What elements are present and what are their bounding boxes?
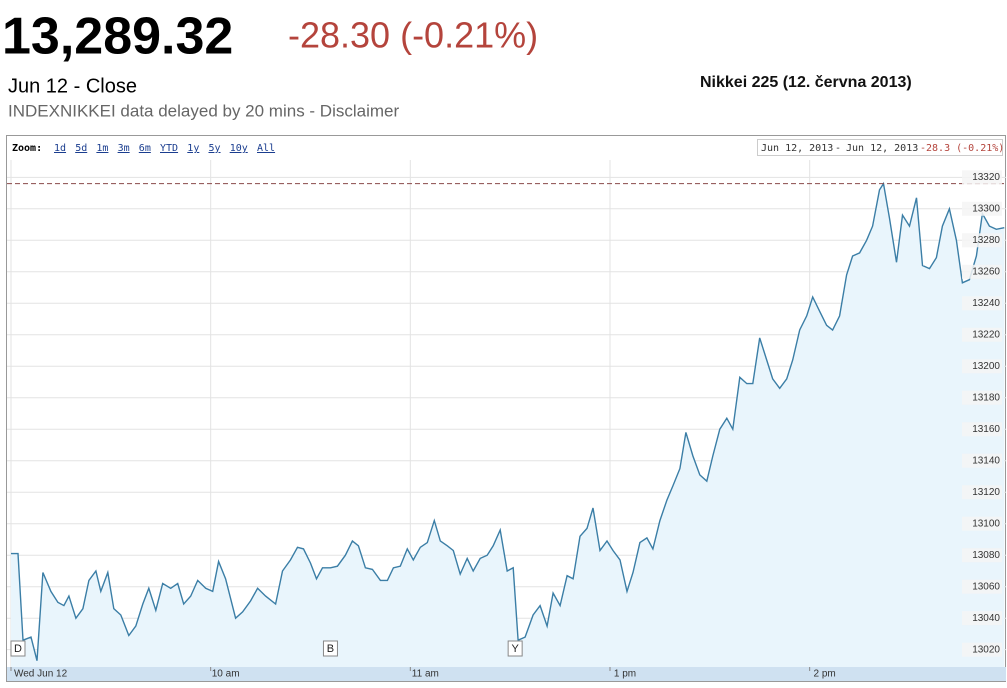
y-tick-bg (962, 516, 1002, 531)
y-tick-bg (962, 201, 1002, 216)
y-tick-bg (962, 327, 1002, 342)
change: -28.30 (-0.21%) (288, 15, 538, 56)
y-tick-label: 13200 (972, 361, 1000, 372)
y-tick-bg (962, 579, 1002, 594)
y-tick-label: 13280 (972, 235, 1000, 246)
x-tick-label: 2 pm (814, 669, 836, 680)
y-tick-label: 13300 (972, 203, 1000, 214)
x-tick-label: Wed Jun 12 (14, 669, 68, 680)
flag-label: D (14, 643, 22, 655)
zoom-links: 1d 5d 1m 3m 6m YTD 1y 5y 10y All (54, 143, 275, 154)
y-tick-label: 13180 (972, 392, 1000, 403)
y-tick-bg (962, 453, 1002, 468)
zoom-link[interactable]: 3m (118, 143, 130, 154)
zoom-link[interactable]: 1d (54, 143, 66, 154)
y-tick-bg (962, 296, 1002, 311)
flag[interactable] (507, 640, 523, 657)
plot: 13020 13040 13060 13080 13100 13120 13140 13160… (7, 160, 1006, 681)
y-tick-bg (962, 170, 1002, 185)
y-tick-bg (962, 548, 1002, 563)
y-tick-label: 13140 (972, 455, 1000, 466)
caption: Nikkei 225 (12. června 2013) (700, 74, 912, 91)
y-tick-label: 13260 (972, 266, 1000, 277)
x-axis-band (7, 667, 1006, 681)
zoom-link[interactable]: 6m (139, 143, 151, 154)
y-tick-label: 13080 (972, 550, 1000, 561)
delay-note: INDEXNIKKEI data delayed by 20 mins - Di… (8, 101, 399, 120)
y-tick-label: 13220 (972, 329, 1000, 340)
y-tick-bg (962, 611, 1002, 626)
price: 13,289.32 (2, 8, 233, 66)
flag-label: B (327, 643, 334, 655)
zoom-link[interactable]: All (257, 143, 275, 154)
zoom-link[interactable]: 5d (75, 143, 87, 154)
y-tick-label: 13160 (972, 424, 1000, 435)
zoom-link[interactable]: YTD (160, 143, 178, 154)
flag-label: Y (511, 643, 519, 655)
zoom-label: Zoom: (12, 143, 42, 154)
close-label: Jun 12 - Close (8, 75, 137, 97)
range-change: -28.3 (-0.21%) (920, 143, 1004, 154)
y-tick-label: 13320 (972, 172, 1000, 183)
zoom-link[interactable]: 1y (187, 143, 199, 154)
y-tick-bg (962, 264, 1002, 279)
flag[interactable] (10, 640, 26, 657)
range-box (757, 139, 1003, 156)
y-tick-label: 13020 (972, 644, 1000, 655)
y-tick-label: 13040 (972, 613, 1000, 624)
x-tick-label: 10 am (212, 669, 240, 680)
area (11, 183, 1005, 667)
y-tick-label: 13100 (972, 518, 1000, 529)
y-tick-bg (962, 642, 1002, 657)
zoom-link[interactable]: 5y (209, 143, 221, 154)
y-tick-label: 13240 (972, 298, 1000, 309)
range-from: Jun 12, 2013 (761, 143, 833, 154)
y-tick-label: 13120 (972, 487, 1000, 498)
y-tick-bg (962, 233, 1002, 248)
x-tick-label: 11 am (412, 669, 439, 680)
range-to: Jun 12, 2013 (846, 143, 918, 154)
y-tick-bg (962, 422, 1002, 437)
line (11, 181, 1005, 661)
zoom-link[interactable]: 10y (230, 143, 248, 154)
zoom-link[interactable]: 1m (96, 143, 108, 154)
flag[interactable] (322, 640, 338, 657)
y-tick-bg (962, 390, 1002, 405)
y-tick-bg (962, 485, 1002, 500)
y-tick-bg (962, 359, 1002, 374)
x-tick-label: 1 pm (614, 669, 636, 680)
range-sep: - (835, 143, 841, 154)
y-tick-label: 13060 (972, 581, 1000, 592)
